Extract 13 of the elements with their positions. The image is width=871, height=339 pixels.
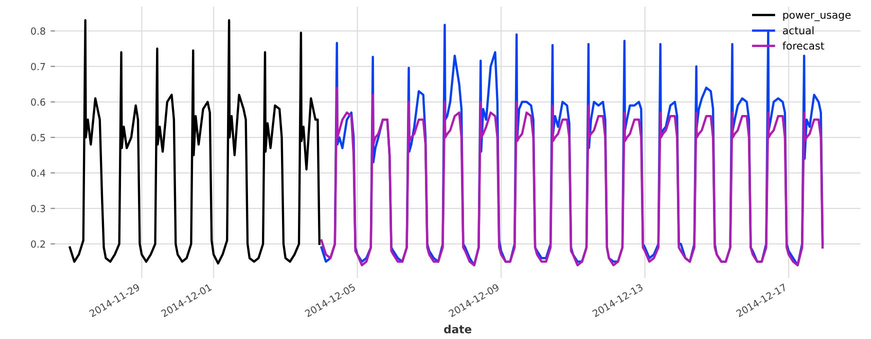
legend-label: power_usage — [783, 12, 851, 22]
line-series — [68, 19, 321, 265]
y-tick-label: 0.3 — [31, 204, 46, 212]
y-tick-label: 0.6 — [31, 98, 46, 106]
line-series — [320, 86, 824, 266]
y-tick-label: 0.2 — [31, 240, 45, 248]
y-tick-label: 0.7 — [31, 62, 46, 70]
y-tick-label: 0.4 — [31, 169, 46, 177]
y-tick-label: 0.8 — [31, 27, 46, 35]
legend-label: actual — [782, 26, 814, 34]
y-tick-label: 0.5 — [31, 134, 45, 142]
x-axis-title: date — [444, 324, 472, 334]
legend-label: forecast — [782, 42, 824, 50]
